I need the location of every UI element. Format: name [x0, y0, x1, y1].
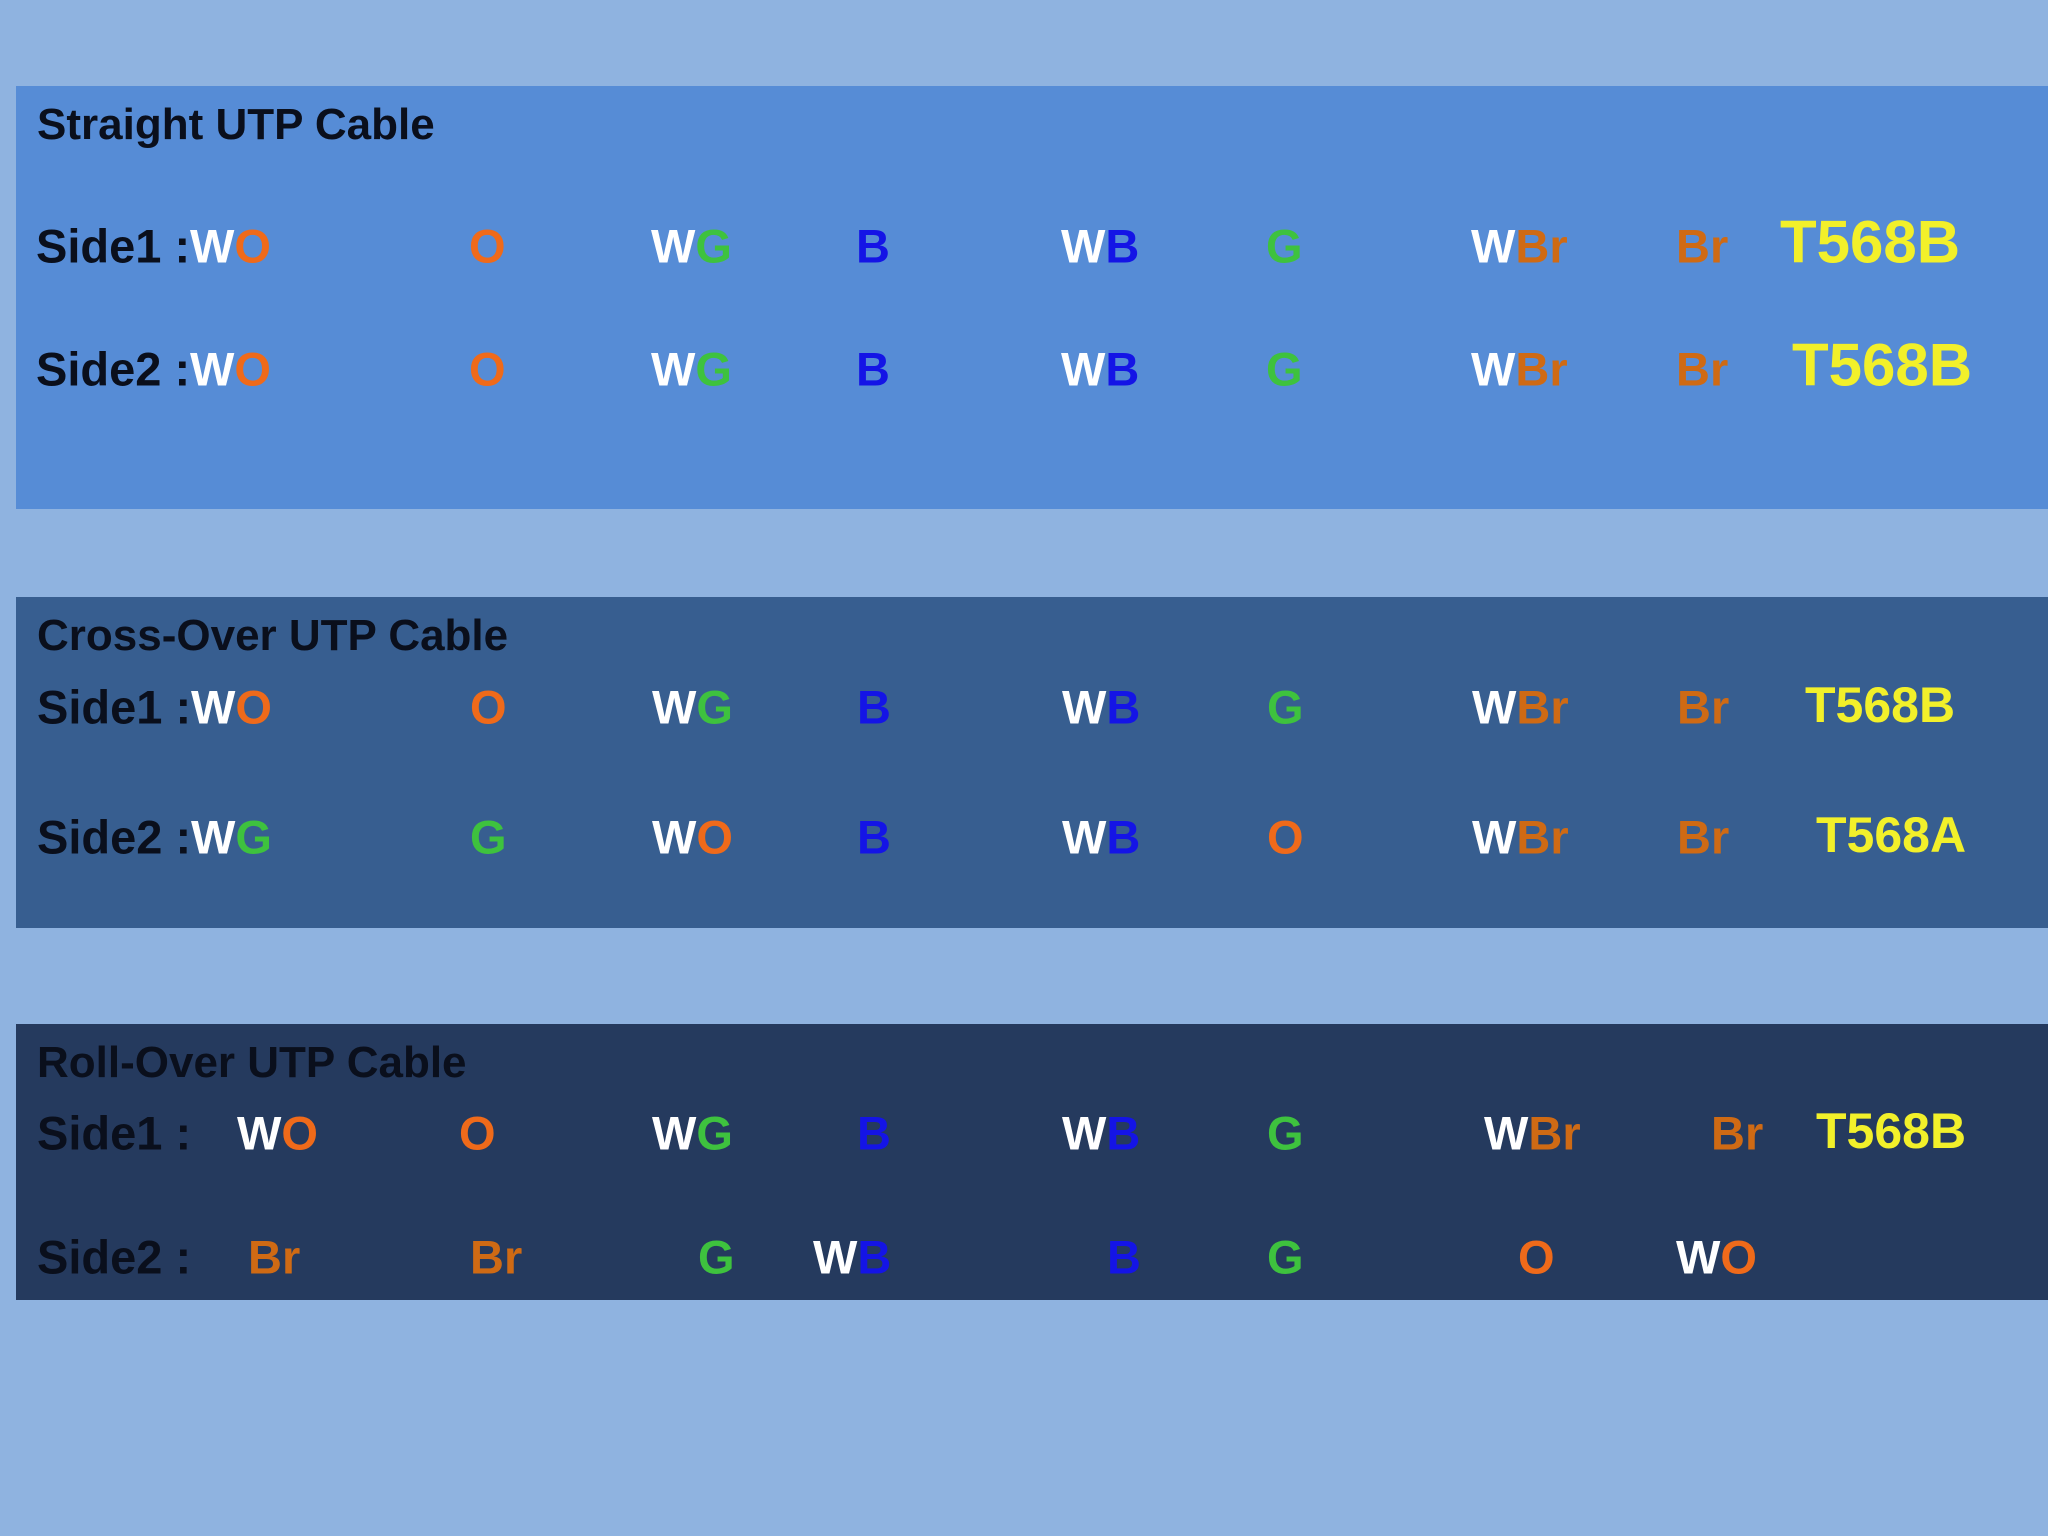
- row-label: Side1 :: [36, 219, 191, 273]
- row-label: Side1 :: [37, 680, 192, 734]
- wire-3: WG: [652, 680, 733, 734]
- row-label: Side1 :: [37, 1106, 192, 1160]
- row-label: Side2 :: [36, 342, 191, 396]
- standard-label: T568B: [1805, 677, 1956, 733]
- wire-1: WO: [191, 680, 272, 734]
- wire-4: B: [856, 219, 890, 273]
- wire-5: WB: [1062, 680, 1141, 734]
- wire-4: B: [857, 1106, 891, 1160]
- wire-7: WBr: [1471, 219, 1568, 273]
- wire-5: B: [1107, 1230, 1141, 1284]
- wire-7: WBr: [1484, 1106, 1581, 1160]
- wire-2: G: [470, 810, 507, 864]
- wire-3: G: [698, 1230, 735, 1284]
- wire-8: Br: [1676, 342, 1729, 396]
- wire-2: O: [470, 680, 507, 734]
- wire-7: O: [1518, 1230, 1555, 1284]
- wire-2: O: [459, 1106, 496, 1160]
- section-rollover: Roll-Over UTP Cable Side1 : WO O WG B WB…: [16, 1024, 2048, 1300]
- wire-5: WB: [1062, 1106, 1141, 1160]
- wire-8: Br: [1677, 810, 1730, 864]
- section-title: Roll-Over UTP Cable: [37, 1038, 467, 1087]
- wire-1: WG: [191, 810, 272, 864]
- wire-4: B: [857, 680, 891, 734]
- wire-1: Br: [248, 1230, 301, 1284]
- wire-1: WO: [237, 1106, 318, 1160]
- wire-4: WB: [813, 1230, 892, 1284]
- wire-7: WBr: [1472, 810, 1569, 864]
- standard-label: T568A: [1816, 807, 1967, 863]
- wire-6: G: [1267, 1106, 1304, 1160]
- standard-label: T568B: [1780, 208, 1961, 276]
- wire-3: WG: [651, 219, 732, 273]
- wire-8: Br: [1711, 1106, 1764, 1160]
- wire-6: G: [1267, 680, 1304, 734]
- wire-1: WO: [190, 219, 271, 273]
- wire-5: WB: [1061, 219, 1140, 273]
- wire-7: WBr: [1472, 680, 1569, 734]
- standard-label: T568B: [1816, 1103, 1967, 1159]
- wire-1: WO: [190, 342, 271, 396]
- wire-6: O: [1267, 810, 1304, 864]
- wire-3: WG: [652, 1106, 733, 1160]
- wire-8: Br: [1676, 219, 1729, 273]
- wire-8: Br: [1677, 680, 1730, 734]
- wire-5: WB: [1061, 342, 1140, 396]
- wire-6: G: [1266, 342, 1303, 396]
- row-label: Side2 :: [37, 1230, 192, 1284]
- standard-label: T568B: [1792, 331, 1973, 399]
- wire-6: G: [1267, 1230, 1304, 1284]
- row-label: Side2 :: [37, 810, 192, 864]
- section-title: Cross-Over UTP Cable: [37, 611, 509, 660]
- wire-8: WO: [1676, 1230, 1757, 1284]
- wire-2: O: [469, 219, 506, 273]
- wire-5: WB: [1062, 810, 1141, 864]
- section-straight: Straight UTP Cable Side1 : WO O WG B WB …: [16, 86, 2048, 509]
- section-title: Straight UTP Cable: [37, 100, 435, 149]
- wire-3: WG: [651, 342, 732, 396]
- section-crossover: Cross-Over UTP Cable Side1 : WO O WG B W…: [16, 597, 2048, 928]
- wire-2: O: [469, 342, 506, 396]
- wire-6: G: [1266, 219, 1303, 273]
- wire-4: B: [856, 342, 890, 396]
- wire-7: WBr: [1471, 342, 1568, 396]
- wire-4: B: [857, 810, 891, 864]
- wire-3: WO: [652, 810, 733, 864]
- wire-2: Br: [470, 1230, 523, 1284]
